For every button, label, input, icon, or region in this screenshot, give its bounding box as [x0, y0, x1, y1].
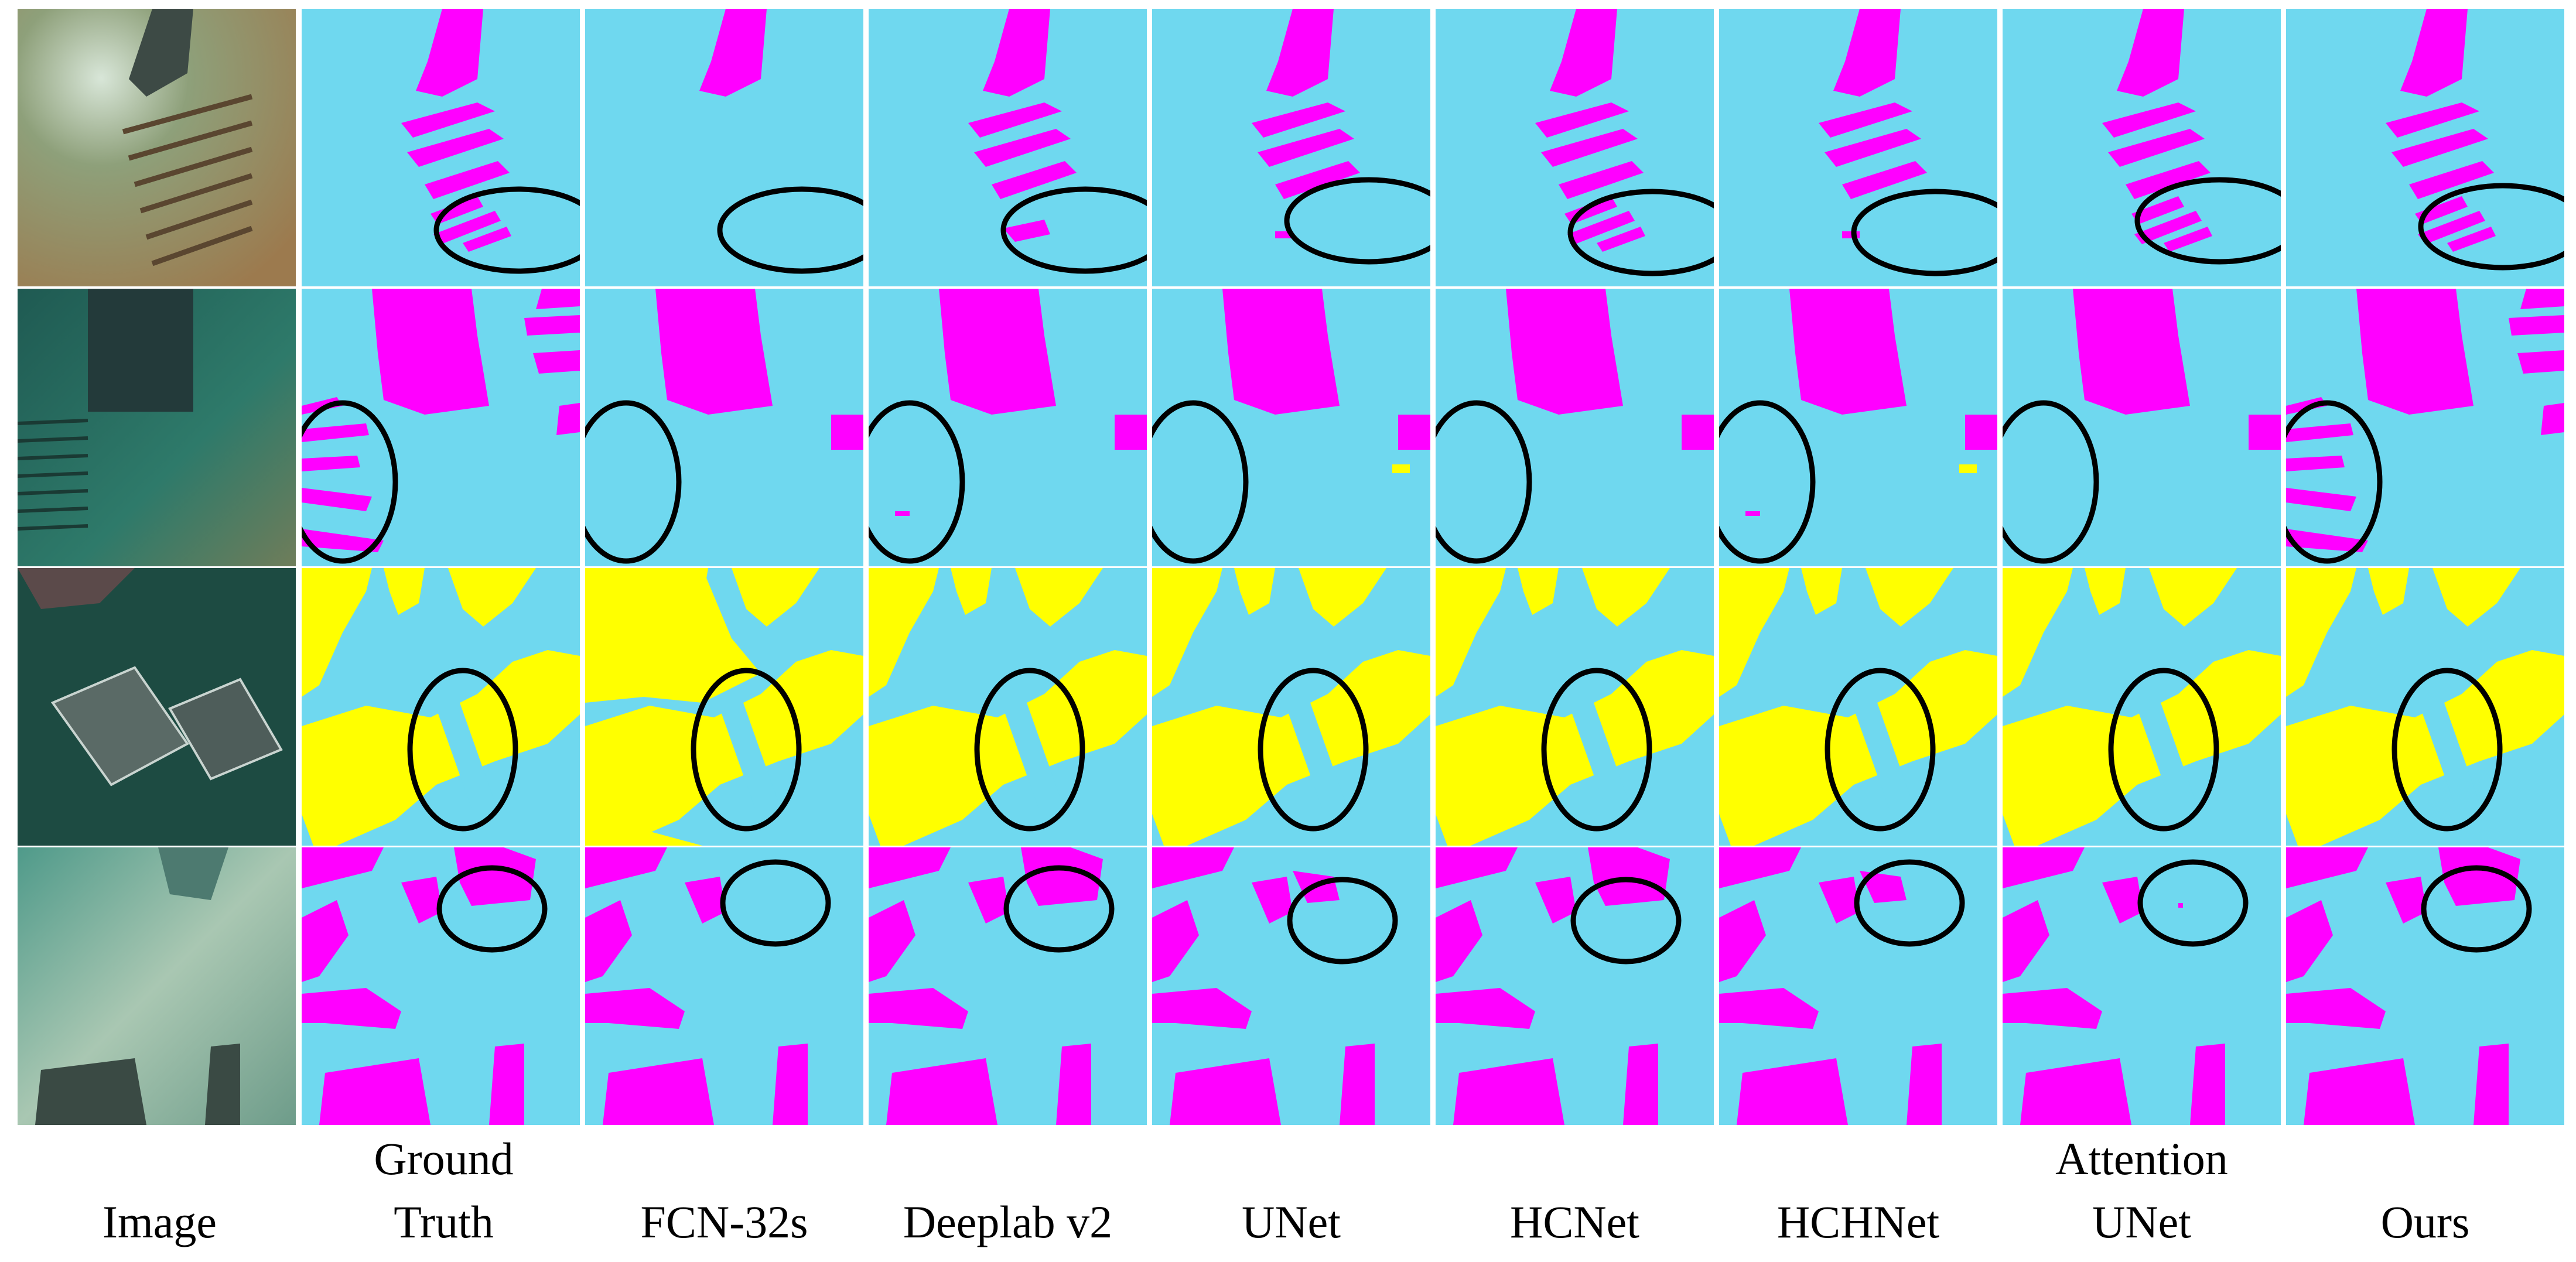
highlight-ellipse	[1825, 668, 1936, 832]
segmentation-map-ground-truth-row-4	[302, 847, 580, 1125]
segmentation-map-fcn-32s-row-4	[585, 847, 863, 1125]
label-line: Ground	[374, 1133, 514, 1184]
segmentation-map-unet-row-4	[1152, 847, 1430, 1125]
label-ground-truth: Ground Truth	[302, 1127, 586, 1262]
segmentation-map-fcn-32s-row-2	[585, 289, 863, 566]
segmentation-map-ground-truth-row-1	[302, 9, 580, 286]
highlight-ellipse	[585, 400, 682, 564]
segmentation-map-hcnet-row-3	[1436, 568, 1714, 846]
segmentation-map-hcnet-row-2	[1436, 289, 1714, 566]
segmentation-map-hchnet-row-4	[1719, 847, 1997, 1125]
segmentation-map-attention-unet-row-3	[2003, 568, 2281, 846]
highlight-ellipse	[407, 668, 518, 832]
label-line: Deeplab v2	[903, 1196, 1113, 1247]
segmentation-map-deeplab-v2-row-3	[869, 568, 1147, 846]
segmentation-map-ground-truth-row-2	[302, 289, 580, 566]
segmentation-map-ours-row-4	[2286, 847, 2564, 1125]
highlight-ellipse	[691, 668, 802, 832]
highlight-ellipse	[717, 186, 863, 274]
label-image: Image	[0, 1127, 319, 1262]
segmentation-map-fcn-32s-row-1	[585, 9, 863, 286]
label-unet: UNet	[1152, 1127, 1430, 1262]
highlight-ellipse	[2391, 668, 2503, 832]
label-line: Attention	[2055, 1133, 2228, 1184]
highlight-ellipse	[2286, 400, 2383, 564]
input-image-row-3	[18, 568, 296, 846]
input-image-row-4	[18, 847, 296, 1125]
highlight-ellipse	[1284, 177, 1430, 265]
highlight-ellipse	[1258, 668, 1369, 832]
segmentation-map-ours-row-2	[2286, 289, 2564, 566]
highlight-ellipse	[2134, 177, 2281, 265]
label-line: Image	[103, 1196, 217, 1247]
label-hchnet: HCHNet	[1719, 1127, 1997, 1262]
label-line: UNet	[2092, 1196, 2191, 1247]
segmentation-map-unet-row-3	[1152, 568, 1430, 846]
highlight-ellipse	[1287, 877, 1398, 965]
highlight-ellipse	[869, 400, 965, 564]
segmentation-map-attention-unet-row-2	[2003, 289, 2281, 566]
highlight-ellipse	[1436, 400, 1532, 564]
highlight-ellipse	[1541, 668, 1652, 832]
label-line: HCHNet	[1776, 1196, 1940, 1247]
highlight-ellipse	[1570, 877, 1682, 965]
segmentation-map-ground-truth-row-3	[302, 568, 580, 846]
highlight-ellipse	[302, 400, 398, 564]
label-ours: Ours	[2286, 1127, 2564, 1262]
segmentation-map-unet-row-2	[1152, 289, 1430, 566]
highlight-ellipse	[1003, 865, 1115, 953]
input-image-row-2	[18, 289, 296, 566]
segmentation-map-unet-row-1	[1152, 9, 1430, 286]
highlight-ellipse	[974, 668, 1085, 832]
highlight-ellipse	[1854, 859, 1965, 947]
label-attention-unet: Attention UNet	[2003, 1127, 2281, 1262]
highlight-ellipse	[1000, 186, 1147, 274]
label-line: FCN-32s	[640, 1196, 808, 1247]
segmentation-map-hchnet-row-1	[1719, 9, 1997, 286]
segmentation-map-hchnet-row-3	[1719, 568, 1997, 846]
label-line: Truth	[394, 1196, 494, 1247]
segmentation-map-hchnet-row-2	[1719, 289, 1997, 566]
label-line: HCNet	[1510, 1196, 1639, 1247]
segmentation-map-attention-unet-row-1	[2003, 9, 2281, 286]
segmentation-map-deeplab-v2-row-2	[869, 289, 1147, 566]
highlight-ellipse	[1152, 400, 1249, 564]
highlight-ellipse	[2003, 400, 2099, 564]
highlight-ellipse	[1851, 189, 1997, 276]
segmentation-map-ours-row-3	[2286, 568, 2564, 846]
label-line: Ours	[2380, 1196, 2470, 1247]
input-image-row-1	[18, 9, 296, 286]
highlight-ellipse	[2108, 668, 2219, 832]
highlight-ellipse	[2137, 859, 2249, 947]
segmentation-map-hcnet-row-1	[1436, 9, 1714, 286]
highlight-ellipse	[720, 859, 831, 947]
highlight-ellipse	[1719, 400, 1816, 564]
label-fcn-32s: FCN-32s	[585, 1127, 863, 1262]
label-hcnet: HCNet	[1436, 1127, 1714, 1262]
segmentation-map-deeplab-v2-row-4	[869, 847, 1147, 1125]
highlight-ellipse	[436, 865, 548, 953]
segmentation-map-attention-unet-row-4	[2003, 847, 2281, 1125]
label-line: UNet	[1242, 1196, 1341, 1247]
highlight-ellipse	[1567, 189, 1714, 276]
highlight-ellipse	[2421, 865, 2532, 953]
segmentation-map-fcn-32s-row-3	[585, 568, 863, 846]
segmentation-map-hcnet-row-4	[1436, 847, 1714, 1125]
highlight-ellipse	[433, 186, 580, 274]
highlight-ellipse	[2418, 183, 2564, 271]
label-deeplab-v2: Deeplab v2	[869, 1127, 1147, 1262]
segmentation-map-ours-row-1	[2286, 9, 2564, 286]
segmentation-map-deeplab-v2-row-1	[869, 9, 1147, 286]
